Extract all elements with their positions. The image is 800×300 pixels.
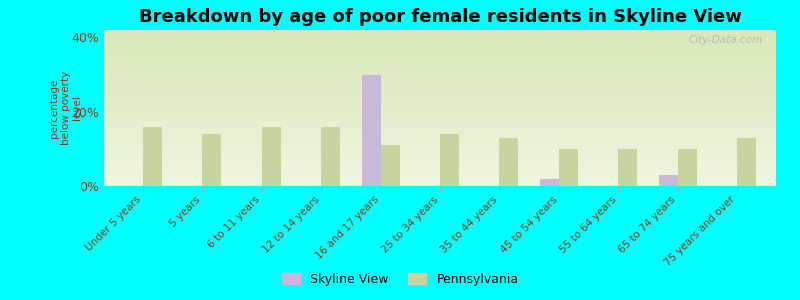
Bar bbox=[618, 149, 638, 186]
Bar bbox=[540, 178, 559, 186]
Bar bbox=[321, 127, 340, 186]
Text: City-Data.com: City-Data.com bbox=[689, 35, 762, 45]
Bar bbox=[142, 127, 162, 186]
Bar bbox=[202, 134, 221, 186]
Y-axis label: percentage
below poverty
level: percentage below poverty level bbox=[49, 71, 82, 145]
Bar bbox=[440, 134, 459, 186]
Bar bbox=[559, 149, 578, 186]
Legend: Skyline View, Pennsylvania: Skyline View, Pennsylvania bbox=[277, 268, 523, 291]
Bar bbox=[362, 75, 381, 186]
Bar bbox=[659, 175, 678, 186]
Title: Breakdown by age of poor female residents in Skyline View: Breakdown by age of poor female resident… bbox=[138, 8, 742, 26]
Bar bbox=[262, 127, 281, 186]
Bar bbox=[381, 145, 399, 186]
Bar bbox=[738, 138, 756, 186]
Bar bbox=[499, 138, 518, 186]
Bar bbox=[678, 149, 697, 186]
